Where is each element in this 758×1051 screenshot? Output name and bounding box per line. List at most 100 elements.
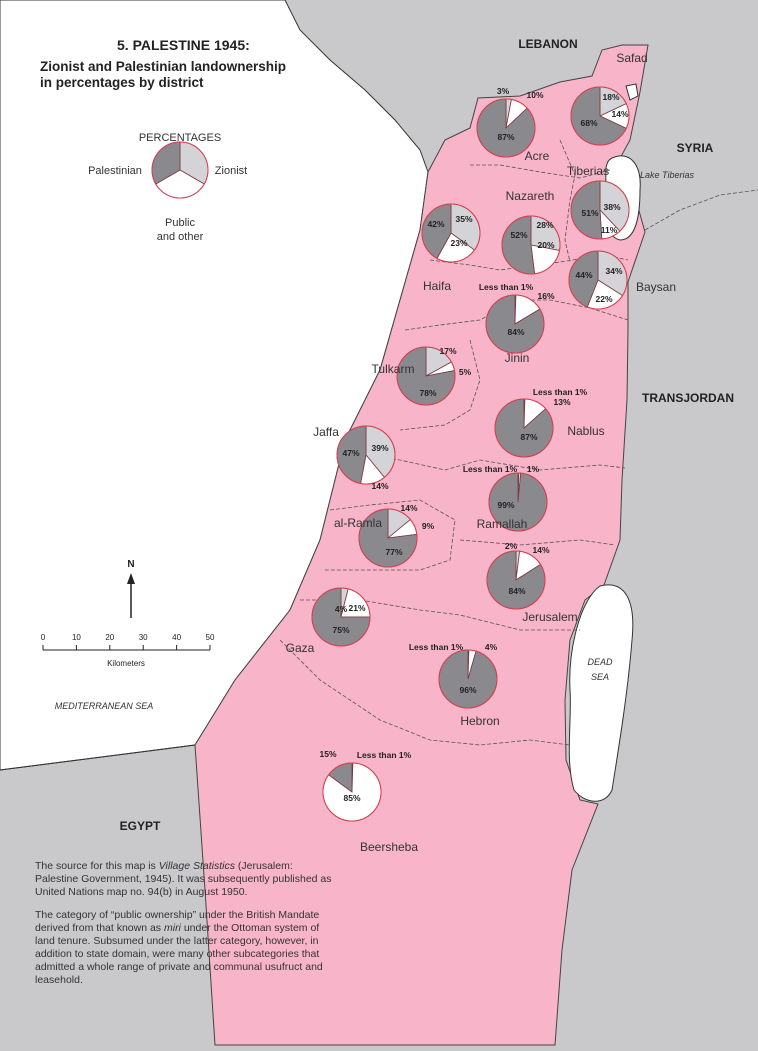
egypt-coast	[0, 744, 196, 771]
pct-hebron-public: 4%	[485, 642, 498, 652]
pie-outline	[438, 649, 498, 709]
pct-acre-palestinian: 87%	[497, 132, 514, 142]
title-subtitle-2: in percentages by district	[40, 75, 204, 90]
pie-hebron	[438, 649, 498, 709]
pct-jaffa-zionist: 39%	[371, 443, 388, 453]
pie-baysan	[568, 250, 628, 310]
district-jaffa: Jaffa	[313, 425, 339, 439]
pct-gaza-public: 21%	[348, 603, 365, 613]
title-main: 5. PALESTINE 1945:	[117, 37, 250, 53]
scale-unit: Kilometers	[107, 659, 145, 668]
pct-baysan-palestinian: 44%	[575, 270, 592, 280]
pie-beersheba	[322, 762, 382, 822]
district-acre: Acre	[525, 149, 550, 163]
pct-al-ramla-palestinian: 77%	[385, 547, 402, 557]
pie-haifa	[421, 203, 481, 263]
district-al-ramla: al-Ramla	[334, 516, 382, 530]
pie-outline	[486, 550, 546, 610]
pie-acre	[476, 98, 536, 158]
scale-tick-label: 50	[206, 633, 215, 642]
note-text: The source for this map is	[35, 860, 159, 872]
legend-pie	[151, 141, 209, 199]
pie-outline	[485, 294, 545, 354]
pct-acre-zionist: 3%	[497, 86, 510, 96]
pct-beersheba-public: 85%	[343, 793, 360, 803]
district-jinin: Jinin	[505, 351, 530, 365]
district-baysan: Baysan	[636, 280, 676, 294]
pct-al-ramla-public: 9%	[422, 521, 435, 531]
source-note: The source for this map is Village Stati…	[35, 860, 335, 997]
pct-tiberias-zionist: 38%	[603, 202, 620, 212]
north-arrow: N	[127, 559, 135, 618]
pct-ramallah-zionist: Less than 1%	[463, 464, 518, 474]
label-mediterranean: MEDITERRANEAN SEA	[55, 701, 154, 711]
district-safad: Safad	[616, 51, 647, 65]
scale-tick-label: 30	[139, 633, 148, 642]
pct-baysan-zionist: 34%	[605, 266, 622, 276]
label-lake-tiberias: Lake Tiberias	[640, 170, 694, 180]
label-syria: SYRIA	[677, 141, 714, 155]
legend: PERCENTAGES Palestinian Zionist Public a…	[88, 132, 247, 243]
pct-al-ramla-zionist: 14%	[400, 503, 417, 513]
pie-jaffa	[336, 425, 396, 485]
pct-nablus-public: 13%	[553, 397, 570, 407]
map-title: 5. PALESTINE 1945: Zionist and Palestini…	[40, 37, 286, 91]
pct-tulkarm-public: 5%	[459, 367, 472, 377]
pct-haifa-public: 23%	[450, 238, 467, 248]
pct-gaza-palestinian: 75%	[332, 625, 349, 635]
pie-al-ramla	[358, 508, 418, 568]
district-gaza: Gaza	[286, 641, 315, 655]
pie-outline	[501, 215, 561, 275]
pie-outline	[311, 587, 371, 647]
label-egypt: EGYPT	[120, 819, 161, 833]
pct-ramallah-public: 1%	[527, 464, 540, 474]
pct-jerusalem-zionist: 2%	[505, 541, 518, 551]
pie-outline	[570, 180, 630, 240]
pct-nazareth-palestinian: 52%	[510, 230, 527, 240]
note-text: The category of “public ownership” under…	[35, 909, 320, 934]
north-label: N	[127, 559, 134, 570]
label-dead-sea-1: DEAD	[587, 657, 613, 667]
pct-nazareth-public: 20%	[537, 240, 554, 250]
district-tiberias: Tiberias	[567, 164, 609, 178]
pct-tiberias-public: 11%	[601, 225, 618, 235]
pie-outline	[358, 508, 418, 568]
legend-palestinian: Palestinian	[88, 165, 142, 177]
district-haifa: Haifa	[423, 279, 451, 293]
pie-outline	[421, 203, 481, 263]
lake-safad	[625, 83, 639, 101]
district-jerusalem: Jerusalem	[522, 610, 577, 624]
legend-public-1: Public	[165, 217, 195, 229]
pct-safad-palestinian: 68%	[580, 118, 597, 128]
legend-zionist: Zionist	[215, 165, 247, 177]
percentage-labels: 68% 18% 14% 87% 3% 10% 51% 38% 11% 42% 3…	[319, 86, 628, 803]
pie-outline	[336, 425, 396, 485]
north-arrow-head	[127, 573, 135, 584]
pct-tulkarm-zionist: 17%	[439, 346, 456, 356]
note-text: under the Ottoman system of land tenure.…	[35, 922, 323, 986]
pie-outline	[570, 86, 630, 146]
pie-charts	[311, 86, 630, 822]
pie-jinin	[485, 294, 545, 354]
note-italic: Village Statistics	[158, 860, 235, 872]
district-nazareth: Nazareth	[506, 189, 555, 203]
district-nablus: Nablus	[567, 424, 604, 438]
pct-tiberias-palestinian: 51%	[581, 208, 598, 218]
pie-outline	[322, 762, 382, 822]
pct-jinin-public: 16%	[537, 291, 554, 301]
note-text: (Jerusalem: Palestine Government, 1945).…	[35, 860, 332, 898]
pie-legend	[151, 141, 209, 199]
pct-gaza-zionist: 4%	[335, 604, 348, 614]
pct-jerusalem-palestinian: 84%	[508, 586, 525, 596]
pie-tulkarm	[396, 346, 456, 406]
pct-nablus-zionist: Less than 1%	[533, 387, 588, 397]
scale-tick-label: 20	[105, 633, 114, 642]
pct-safad-public: 14%	[611, 109, 628, 119]
pie-outline	[151, 141, 209, 199]
pct-jaffa-public: 14%	[371, 481, 388, 491]
title-subtitle-1: Zionist and Palestinian landownership	[40, 59, 287, 74]
pct-hebron-palestinian: 96%	[459, 685, 476, 695]
pct-haifa-zionist: 35%	[455, 214, 472, 224]
pct-ramallah-palestinian: 99%	[497, 500, 514, 510]
